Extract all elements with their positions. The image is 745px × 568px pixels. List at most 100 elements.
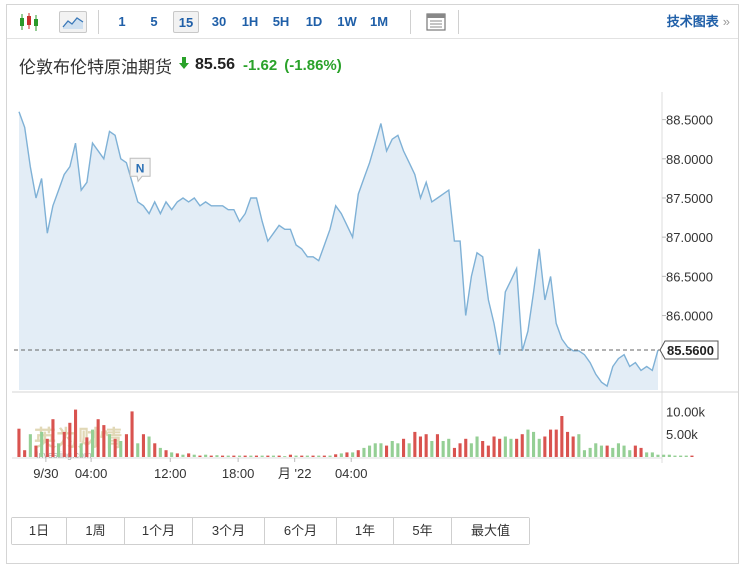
range-5y[interactable]: 5年 (394, 518, 452, 544)
volume-bar (45, 438, 49, 457)
volume-bar (300, 455, 304, 457)
volume-bar (141, 434, 145, 457)
range-max[interactable]: 最大值 (452, 518, 529, 544)
volume-bar (464, 438, 468, 457)
volume-bar (390, 441, 394, 457)
volume-tick-label: 10.00k (666, 404, 706, 419)
chart-toolbar: 1 5 15 30 1H 5H 1D 1W 1M 技术图表» (7, 5, 738, 39)
volume-bar (430, 441, 434, 457)
timeframe-15[interactable]: 15 (173, 11, 199, 33)
volume-bar (402, 438, 406, 457)
timeframe-1m[interactable]: 1M (369, 14, 389, 29)
volume-bar (645, 452, 649, 457)
volume-bar (379, 443, 383, 457)
range-6m[interactable]: 6个月 (265, 518, 337, 544)
price-tick-label: 87.5000 (666, 191, 713, 206)
event-marker-label: N (136, 161, 145, 175)
time-tick-label: 04:00 (75, 466, 108, 481)
volume-bar (458, 443, 462, 457)
range-selector: 1日 1周 1个月 3个月 6个月 1年 5年 最大值 (11, 517, 530, 545)
candlestick-icon[interactable] (17, 11, 41, 33)
volume-bar (209, 455, 213, 457)
time-tick-label: 04:00 (335, 466, 368, 481)
range-3m[interactable]: 3个月 (193, 518, 265, 544)
volume-bar (305, 455, 309, 457)
volume-bar (170, 452, 174, 457)
range-1y[interactable]: 1年 (337, 518, 394, 544)
volume-bar (622, 445, 626, 457)
volume-bar (526, 429, 530, 457)
area-chart-icon[interactable] (59, 11, 87, 33)
volume-bar (673, 455, 677, 457)
volume-bar (582, 450, 586, 457)
price-change: -1.62 (243, 56, 278, 74)
volume-bar (277, 455, 281, 457)
volume-bar (679, 455, 683, 457)
volume-bar (136, 443, 140, 457)
price-axis: 88.5000 88.0000 87.5000 87.0000 86.5000 86.00… (662, 113, 713, 324)
volume-bar (328, 455, 332, 457)
volume-bar (503, 436, 507, 457)
news-event-marker: N (129, 157, 151, 183)
toolbar-divider (98, 10, 99, 34)
volume-bar (339, 453, 343, 457)
timeframe-1d[interactable]: 1D (305, 14, 323, 29)
volume-bar (181, 454, 185, 457)
volume-bar (532, 431, 536, 457)
volume-bar (441, 441, 445, 457)
volume-bar (119, 441, 123, 457)
volume-bar (221, 455, 225, 457)
volume-bar (351, 452, 355, 457)
range-1d[interactable]: 1日 (12, 518, 67, 544)
volume-bar (74, 409, 78, 457)
volume-bar (283, 456, 287, 457)
instrument-name: 伦敦布伦特原油期货 (19, 57, 172, 77)
volume-bar (684, 455, 688, 457)
price-tag-label: 85.5600 (667, 343, 714, 358)
volume-bar (204, 454, 208, 457)
volume-bar (566, 431, 570, 457)
volume-bar (385, 445, 389, 457)
timeframe-5h[interactable]: 5H (272, 14, 290, 29)
price-area-fill (19, 111, 658, 391)
volume-bar (447, 438, 451, 457)
volume-bar (639, 447, 643, 457)
volume-bar (616, 443, 620, 457)
volume-bar (153, 443, 157, 457)
volume-bar (424, 434, 428, 457)
range-1w[interactable]: 1周 (67, 518, 125, 544)
volume-bar (356, 450, 360, 457)
volume-bar (656, 454, 660, 457)
volume-bar (266, 455, 270, 457)
volume-bar (164, 450, 168, 457)
volume-bar (571, 436, 575, 457)
volume-bar (17, 428, 21, 457)
volume-tick-label: 5.00k (666, 427, 698, 442)
table-view-icon[interactable] (424, 11, 448, 33)
volume-bar (594, 443, 598, 457)
volume-bar (215, 455, 219, 457)
volume-bar (435, 434, 439, 457)
volume-bar (124, 434, 128, 457)
volume-bar (368, 445, 372, 457)
technical-chart-link[interactable]: 技术图表» (667, 11, 730, 33)
time-tick-label: 18:00 (222, 466, 255, 481)
volume-bar (57, 443, 61, 457)
down-arrow-icon (178, 56, 190, 75)
volume-bar (577, 434, 581, 457)
price-tick-label: 86.5000 (666, 269, 713, 284)
timeframe-5[interactable]: 5 (150, 14, 158, 29)
volume-bar (599, 445, 603, 457)
volume-bar (147, 436, 151, 457)
range-1m[interactable]: 1个月 (125, 518, 193, 544)
volume-bar (588, 447, 592, 457)
price-tick-label: 86.0000 (666, 309, 713, 324)
timeframe-1h[interactable]: 1H (241, 14, 259, 29)
volume-bar (667, 454, 671, 457)
time-tick-label: 12:00 (154, 466, 187, 481)
timeframe-1[interactable]: 1 (118, 14, 126, 29)
volume-bar (85, 437, 89, 457)
timeframe-1w[interactable]: 1W (337, 14, 357, 29)
timeframe-30[interactable]: 30 (211, 14, 227, 29)
chart-grid (12, 92, 738, 463)
